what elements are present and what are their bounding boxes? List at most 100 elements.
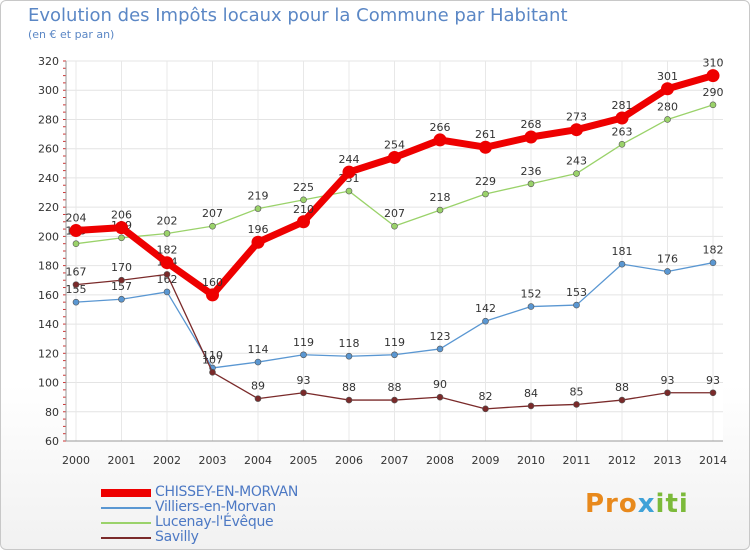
data-point xyxy=(160,256,174,270)
data-point xyxy=(163,230,171,237)
data-label: 207 xyxy=(202,207,223,220)
legend-swatch xyxy=(101,507,151,509)
data-point xyxy=(69,224,83,238)
data-point xyxy=(709,101,717,109)
data-point xyxy=(573,170,580,177)
data-point xyxy=(706,69,720,83)
data-point xyxy=(433,133,447,147)
data-label: 82 xyxy=(479,390,493,403)
x-tick-label: 2004 xyxy=(244,454,272,467)
data-label: 210 xyxy=(293,203,314,216)
data-label: 118 xyxy=(339,337,360,350)
data-label: 170 xyxy=(111,261,132,274)
y-tick-label: 60 xyxy=(45,435,59,448)
data-point xyxy=(209,369,216,376)
x-tick-label: 2010 xyxy=(517,454,545,467)
legend-swatch xyxy=(101,489,151,497)
data-point xyxy=(615,111,629,125)
proxiti-logo: Proxiti xyxy=(585,489,689,519)
x-tick-label: 2013 xyxy=(654,454,682,467)
data-point xyxy=(118,276,125,284)
data-label: 160 xyxy=(202,276,223,289)
data-label: 207 xyxy=(384,207,405,220)
data-label: 266 xyxy=(430,121,451,134)
data-point xyxy=(482,405,489,413)
data-point xyxy=(709,259,717,266)
data-point xyxy=(709,389,717,397)
x-tick-label: 2012 xyxy=(608,454,636,467)
data-point xyxy=(163,271,171,278)
data-point xyxy=(664,268,671,275)
data-label: 218 xyxy=(430,191,451,204)
data-point xyxy=(345,187,353,195)
data-label: 123 xyxy=(430,330,451,343)
data-point xyxy=(391,351,398,359)
data-point xyxy=(527,303,535,310)
data-label: 93 xyxy=(706,374,720,387)
data-point xyxy=(436,345,444,353)
data-label: 229 xyxy=(475,175,496,188)
data-label: 225 xyxy=(293,181,314,194)
data-point xyxy=(254,395,262,402)
data-label: 243 xyxy=(566,155,587,168)
x-tick-label: 2007 xyxy=(381,454,409,467)
data-point xyxy=(664,116,671,123)
data-label: 182 xyxy=(157,244,178,257)
data-label: 310 xyxy=(703,57,724,70)
data-label: 119 xyxy=(384,336,405,349)
data-label: 244 xyxy=(339,153,360,166)
data-label: 153 xyxy=(566,286,587,299)
data-point xyxy=(254,358,262,366)
data-label: 290 xyxy=(703,86,724,99)
data-point xyxy=(664,389,671,397)
data-label: 202 xyxy=(157,214,178,227)
y-tick-label: 180 xyxy=(38,260,59,273)
data-label: 182 xyxy=(703,244,724,257)
data-label: 206 xyxy=(111,209,132,222)
data-point xyxy=(618,141,626,148)
legend-label: Villiers-en-Morvan xyxy=(155,499,276,515)
data-point xyxy=(436,393,444,401)
data-point xyxy=(72,281,80,288)
data-label: 301 xyxy=(657,70,678,83)
data-point xyxy=(254,205,262,212)
y-tick-label: 160 xyxy=(38,289,59,302)
data-label: 85 xyxy=(570,385,584,398)
data-label: 119 xyxy=(293,336,314,349)
x-tick-label: 2000 xyxy=(62,454,90,467)
logo-part-2: x xyxy=(637,489,656,519)
x-tick-label: 2003 xyxy=(199,454,227,467)
y-tick-label: 100 xyxy=(38,377,59,390)
legend-swatch xyxy=(101,537,151,539)
data-point xyxy=(391,222,398,230)
y-tick-label: 220 xyxy=(38,201,59,214)
data-point xyxy=(209,222,216,230)
data-point xyxy=(72,298,80,306)
y-tick-label: 320 xyxy=(38,55,59,68)
data-label: 181 xyxy=(612,245,633,258)
y-tick-label: 260 xyxy=(38,143,59,156)
x-tick-label: 2001 xyxy=(108,454,136,467)
data-label: 90 xyxy=(433,378,447,391)
data-point xyxy=(527,180,535,188)
y-tick-label: 140 xyxy=(38,318,59,331)
x-tick-label: 2011 xyxy=(563,454,591,467)
data-point xyxy=(618,396,626,404)
data-point xyxy=(297,215,310,229)
data-label: 88 xyxy=(342,381,356,394)
data-label: 88 xyxy=(615,381,629,394)
data-point xyxy=(388,150,401,164)
data-point xyxy=(573,401,580,408)
legend-label: CHISSEY-EN-MORVAN xyxy=(155,484,299,500)
y-tick-label: 200 xyxy=(38,230,59,243)
chart-title: Evolution des Impôts locaux pour la Comm… xyxy=(28,5,568,26)
data-point xyxy=(527,402,535,410)
data-label: 261 xyxy=(475,128,496,141)
data-point xyxy=(251,235,265,249)
data-label: 204 xyxy=(66,212,87,225)
data-label: 281 xyxy=(612,99,633,112)
data-label: 157 xyxy=(111,280,132,293)
data-point xyxy=(300,196,307,204)
